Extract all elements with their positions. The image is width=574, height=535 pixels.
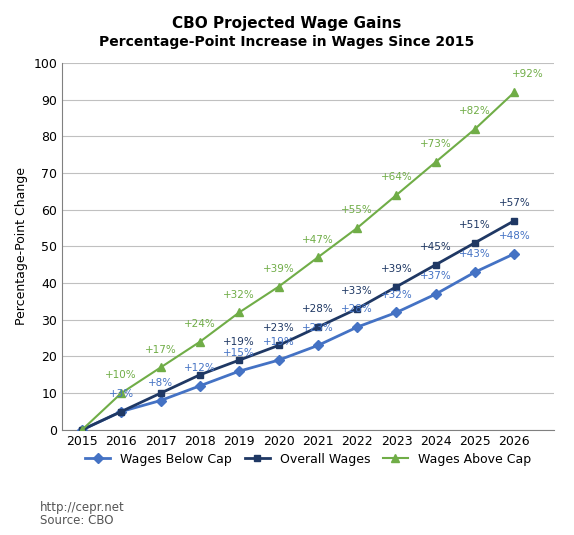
Wages Below Cap [157,398,164,404]
Text: +23%: +23% [302,323,333,333]
Overall Wages [432,262,439,268]
Wages Below Cap [511,250,518,257]
Wages Below Cap [79,427,86,433]
Text: +28%: +28% [302,304,333,314]
Text: +64%: +64% [381,172,412,182]
Overall Wages [354,305,360,312]
Overall Wages [236,357,243,363]
Legend: Wages Below Cap, Overall Wages, Wages Above Cap: Wages Below Cap, Overall Wages, Wages Ab… [80,448,536,471]
Text: +55%: +55% [342,205,373,215]
Wages Below Cap [472,269,479,275]
Overall Wages [79,427,86,433]
Text: +39%: +39% [263,264,294,274]
Wages Below Cap [236,368,243,374]
Wages Above Cap [157,364,164,371]
Wages Above Cap [118,390,125,396]
Wages Above Cap [393,192,400,198]
Wages Below Cap [315,342,321,349]
Text: +12%: +12% [184,363,216,373]
Wages Below Cap [432,291,439,297]
Text: +32%: +32% [223,289,255,300]
Line: Wages Below Cap: Wages Below Cap [79,250,518,433]
Text: +19%: +19% [263,337,294,347]
Text: +10%: +10% [106,370,137,380]
Overall Wages [511,217,518,224]
Wages Above Cap [432,159,439,165]
Text: Source: CBO: Source: CBO [40,514,114,527]
Overall Wages [315,324,321,330]
Wages Above Cap [315,254,321,261]
Text: +47%: +47% [302,234,333,244]
Overall Wages [157,390,164,396]
Text: +92%: +92% [513,70,544,79]
Wages Above Cap [354,225,360,231]
Overall Wages [196,372,203,378]
Text: +23%: +23% [263,323,294,333]
Text: +73%: +73% [420,139,452,149]
Wages Above Cap [275,284,282,290]
Wages Below Cap [196,383,203,389]
Text: +24%: +24% [184,319,216,329]
Text: +8%: +8% [148,378,173,388]
Overall Wages [472,240,479,246]
Text: +15%: +15% [223,348,255,358]
Wages Above Cap [236,309,243,316]
Wages Below Cap [354,324,360,330]
Text: +3%: +3% [108,389,134,399]
Overall Wages [118,408,125,415]
Overall Wages [393,284,400,290]
Text: +39%: +39% [381,264,412,274]
Wages Above Cap [511,89,518,95]
Wages Below Cap [118,408,125,415]
Wages Above Cap [196,339,203,345]
Text: http://cepr.net: http://cepr.net [40,501,125,514]
Text: Percentage-Point Increase in Wages Since 2015: Percentage-Point Increase in Wages Since… [99,35,475,49]
Wages Below Cap [275,357,282,363]
Wages Above Cap [472,126,479,132]
Text: +28%: +28% [342,304,373,314]
Wages Below Cap [393,309,400,316]
Text: +17%: +17% [145,345,176,355]
Text: CBO Projected Wage Gains: CBO Projected Wage Gains [172,16,402,31]
Text: +37%: +37% [420,271,452,281]
Text: +43%: +43% [459,249,491,259]
Line: Overall Wages: Overall Wages [79,217,518,433]
Text: +82%: +82% [459,106,491,116]
Overall Wages [275,342,282,349]
Text: +32%: +32% [381,289,412,300]
Wages Above Cap [79,427,86,433]
Text: +33%: +33% [342,286,373,296]
Text: +51%: +51% [459,220,491,230]
Text: +48%: +48% [499,231,530,241]
Text: +57%: +57% [499,198,530,208]
Text: +19%: +19% [223,337,255,347]
Text: +45%: +45% [420,242,452,252]
Y-axis label: Percentage-Point Change: Percentage-Point Change [15,167,28,325]
Line: Wages Above Cap: Wages Above Cap [78,88,518,434]
